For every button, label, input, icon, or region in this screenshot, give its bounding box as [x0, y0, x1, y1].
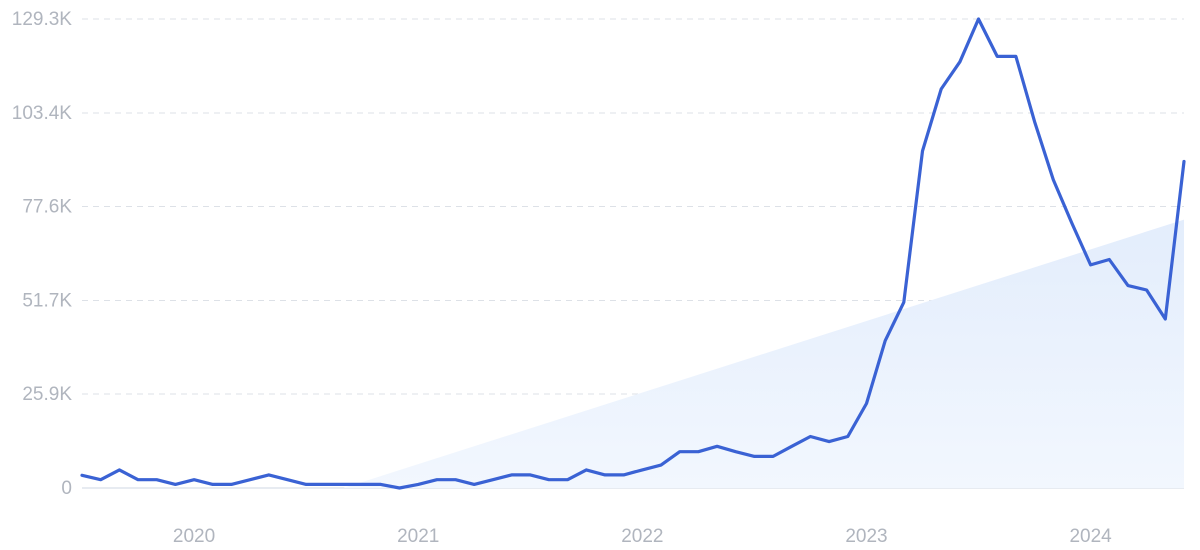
- y-tick-label: 25.9K: [22, 384, 72, 405]
- y-tick-label: 103.4K: [12, 103, 73, 124]
- trend-area-group: [343, 219, 1184, 489]
- y-tick-label: 51.7K: [22, 290, 72, 311]
- x-tick-label: 2020: [173, 526, 215, 547]
- trend-area: [343, 219, 1184, 489]
- series-group: [80, 17, 1186, 490]
- x-axis: 2020 2021 2022 2023 2024: [173, 526, 1112, 547]
- y-tick-label: 0: [61, 478, 72, 499]
- x-tick-label: 2022: [621, 526, 663, 547]
- y-axis: 0 25.9K 51.7K 77.6K 103.4K 129.3K: [12, 9, 73, 499]
- series-line-0: [80, 17, 1186, 490]
- x-tick-label: 2021: [397, 526, 439, 547]
- x-tick-label: 2024: [1069, 526, 1112, 547]
- y-tick-label: 129.3K: [12, 9, 73, 30]
- x-tick-label: 2023: [845, 526, 887, 547]
- y-tick-label: 77.6K: [22, 197, 72, 218]
